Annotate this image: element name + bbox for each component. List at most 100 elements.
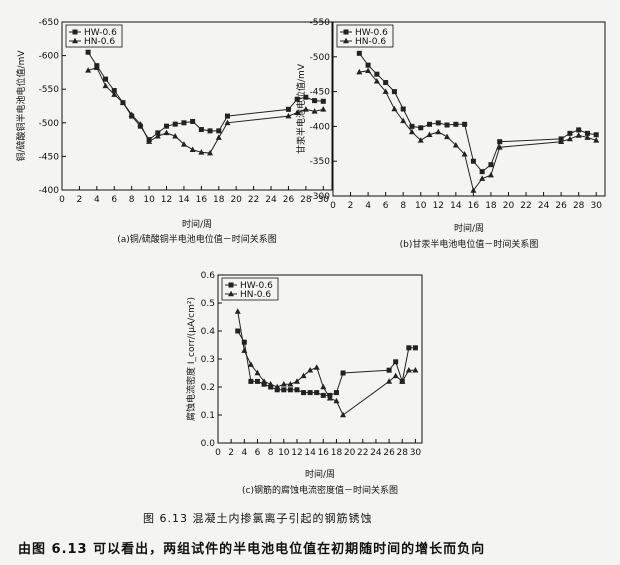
chart-a-xtick-label: 18 xyxy=(213,195,225,205)
chart-c-legend-marker xyxy=(228,282,234,288)
chart-a-ytick-label: -500 xyxy=(39,119,60,129)
chart-b-data-point xyxy=(391,105,398,112)
chart-b-data-point xyxy=(470,187,477,193)
chart-a-xtick-label: 26 xyxy=(283,195,295,205)
chart-a-data-point xyxy=(85,49,91,55)
chart-b-data-point xyxy=(356,50,362,56)
chart-b-data-point xyxy=(487,171,494,178)
chart-a-legend-marker xyxy=(72,37,78,44)
chart-c-data-point xyxy=(307,390,313,396)
chart-c-series-HW-0.6 xyxy=(235,328,418,398)
chart-c-data-point xyxy=(333,390,339,396)
chart-a-data-point xyxy=(207,149,214,156)
chart-a-data-point xyxy=(155,130,161,136)
chart-a-legend-label: HW-0.6 xyxy=(84,28,117,38)
chart-a-xtick-label: 6 xyxy=(111,195,117,205)
chart-a-legend-marker xyxy=(72,29,78,35)
chart-a-legend-label: HN-0.6 xyxy=(84,37,115,47)
chart-b-data-point xyxy=(584,134,591,140)
chart-b-legend-box xyxy=(336,24,394,48)
chart-b-data-point xyxy=(374,71,380,77)
chart-a-data-point xyxy=(181,120,187,126)
chart-c-data-point xyxy=(241,347,248,353)
chart-a-data-point xyxy=(164,123,170,129)
chart-a-data-point xyxy=(303,94,309,100)
chart-a-data-point xyxy=(103,76,109,82)
chart-b-data-point xyxy=(575,132,582,138)
chart-a-data-point xyxy=(285,106,291,112)
chart-b-data-point xyxy=(576,127,582,133)
chart-b-legend-marker xyxy=(343,37,349,44)
chart-a-data-point xyxy=(198,127,204,133)
chart-b-xtick-label: 20 xyxy=(503,201,515,211)
chart-c-xlabel: 时间/周 xyxy=(305,468,335,480)
chart-b-ytick-label: -450 xyxy=(310,88,331,98)
chart-a-data-point xyxy=(189,146,196,152)
chart-a-xtick-label: 8 xyxy=(129,195,135,205)
chart-b-data-point xyxy=(382,88,389,94)
chart-a-xlabel: 时间/周 xyxy=(182,218,212,230)
chart-b-series-HW-0.6 xyxy=(356,50,599,175)
chart-b-series-line xyxy=(359,70,597,192)
chart-a-title: (a)铜/硫酸铜半电池电位值－时间关系图 xyxy=(117,233,277,245)
chart-b-xtick-label: 24 xyxy=(538,201,550,211)
chart-b-data-point xyxy=(435,120,441,126)
chart-c-data-point xyxy=(268,384,274,390)
chart-b-data-point xyxy=(462,121,468,127)
chart-b-ytick-label: -400 xyxy=(310,122,331,132)
chart-b-data-point xyxy=(479,175,486,181)
chart-c-data-point xyxy=(314,390,320,396)
chart-c-data-point xyxy=(320,383,327,390)
chart-a-data-point xyxy=(311,108,318,114)
chart-b-xlabel: 时间/周 xyxy=(454,222,484,234)
chart-c-data-point xyxy=(254,378,260,384)
chart-a-ytick-label: -550 xyxy=(39,85,60,95)
chart-c-xtick-label: 30 xyxy=(410,448,422,458)
chart-c-legend-label: HW-0.6 xyxy=(240,281,273,291)
chart-c-data-point xyxy=(340,411,347,418)
chart-b-xtick-label: 28 xyxy=(573,201,585,211)
chart-b-xtick-label: 16 xyxy=(468,201,480,211)
chart-c-xtick-label: 12 xyxy=(291,448,302,458)
chart-b-data-point xyxy=(427,121,433,127)
chart-c-data-point xyxy=(281,387,287,393)
chart-c-data-point xyxy=(333,397,340,404)
chart-b-data-point xyxy=(496,144,503,150)
chart-c-data-point xyxy=(234,308,241,314)
chart-c-data-point xyxy=(241,339,247,345)
chart-a-data-point xyxy=(198,149,205,155)
chart-c-ylabel: 腐蚀电流密度 I_corr/(μA/cm²) xyxy=(185,297,197,421)
chart-c-data-point xyxy=(300,372,307,379)
chart-c-xtick-label: 2 xyxy=(228,448,234,458)
chart-b-data-point xyxy=(488,162,494,168)
chart-c-data-point xyxy=(248,378,254,384)
chart-a-ytick-label: -650 xyxy=(39,18,60,28)
chart-b-data-point xyxy=(365,67,372,74)
chart-c-series-HN-0.6 xyxy=(234,308,419,418)
chart-c-data-point xyxy=(405,367,412,373)
chart-b-data-point xyxy=(408,128,415,135)
chart-a-xtick-label: 4 xyxy=(94,195,100,205)
chart-a-xtick-label: 28 xyxy=(300,195,312,205)
chart-a-xtick-label: 24 xyxy=(265,195,277,205)
chart-a-data-point xyxy=(146,138,153,144)
chart-a-data-point xyxy=(216,128,222,134)
chart-a-data-point xyxy=(172,121,178,127)
chart-b-xtick-label: 26 xyxy=(555,201,567,211)
chart-c-legend-label: HN-0.6 xyxy=(240,290,271,300)
chart-c-xtick-label: 10 xyxy=(278,448,290,458)
chart-b-data-point xyxy=(383,80,389,86)
chart-c-data-point xyxy=(412,345,418,351)
chart-a-xtick-label: 22 xyxy=(248,195,259,205)
chart-b-data-point xyxy=(444,133,451,140)
chart-b-xtick-label: 12 xyxy=(433,201,444,211)
chart-c-data-point xyxy=(340,370,346,376)
chart-a-data-point xyxy=(224,113,230,119)
chart-c-data-point xyxy=(280,381,287,387)
chart-a-data-point xyxy=(320,98,326,104)
chart-a-data-point xyxy=(111,91,118,97)
chart-b-xtick-label: 30 xyxy=(590,201,602,211)
body-text: 由图 6.13 可以看出，两组试件的半电池电位值在初期随时间的增长而负向 xyxy=(18,542,486,557)
chart-b-legend-marker xyxy=(343,29,349,35)
chart-a-ylabel: 铜/硫酸铜半电池电位值/mV xyxy=(15,50,27,162)
